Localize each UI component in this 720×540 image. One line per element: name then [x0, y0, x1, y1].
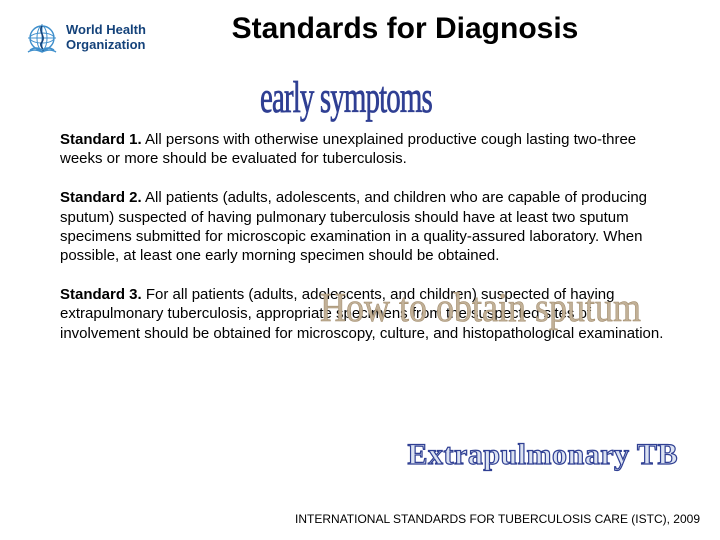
standard-3-lead: Standard 3. [60, 286, 142, 303]
footer-citation: INTERNATIONAL STANDARDS FOR TUBERCULOSIS… [295, 512, 700, 526]
who-logo-text: World Health Organization [66, 23, 146, 53]
wordart-early-symptoms: early symptoms [260, 74, 432, 123]
slide: World Health Organization Standards for … [0, 0, 720, 540]
standard-2-lead: Standard 2. [60, 189, 142, 206]
standard-3-body: For all patients (adults, adolescents, a… [60, 286, 663, 341]
standard-1-lead: Standard 1. [60, 131, 142, 148]
who-text-line2: Organization [66, 38, 146, 53]
standard-1: Standard 1. All persons with otherwise u… [60, 130, 674, 168]
wordart-extrapulmonary-tb: Extrapulmonary TB [408, 438, 679, 472]
content-body: Standard 1. All persons with otherwise u… [60, 130, 674, 363]
slide-title: Standards for Diagnosis [138, 12, 672, 46]
standard-1-body: All persons with otherwise unexplained p… [60, 131, 636, 167]
standard-2: Standard 2. All patients (adults, adoles… [60, 188, 674, 265]
who-emblem-icon [24, 20, 60, 56]
who-logo: World Health Organization [24, 20, 146, 56]
standard-2-body: All patients (adults, adolescents, and c… [60, 189, 647, 264]
who-text-line1: World Health [66, 23, 146, 38]
standard-3: Standard 3. For all patients (adults, ad… [60, 285, 674, 343]
